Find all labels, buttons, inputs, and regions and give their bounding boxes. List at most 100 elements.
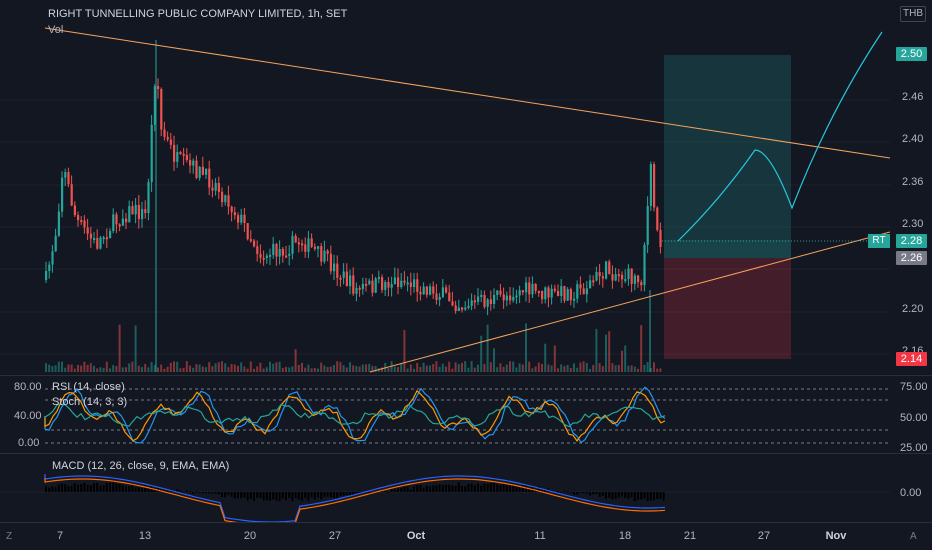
volume-bar [288, 367, 291, 372]
macd-label[interactable]: MACD (12, 26, close, 9, EMA, EMA) [52, 460, 230, 472]
macd-histogram-bar [147, 488, 150, 492]
candle [205, 168, 208, 175]
candle [633, 275, 636, 284]
candle [339, 277, 342, 280]
volume-bar [249, 361, 252, 372]
candle [57, 211, 60, 236]
volume-bar [467, 367, 470, 372]
price-chart-pane[interactable]: RIGHT TUNNELLING PUBLIC COMPANY LIMITED,… [0, 0, 890, 375]
candle [553, 288, 556, 291]
rsi-label[interactable]: RSI (14, close) [52, 381, 125, 393]
macd-histogram-bar [393, 489, 396, 492]
macd-histogram-bar [310, 492, 313, 498]
volume-bar [381, 367, 383, 372]
candle [256, 246, 259, 254]
candle [281, 248, 284, 256]
rsi-left-tick: 40.00 [14, 410, 42, 422]
candle [169, 139, 172, 145]
macd-histogram-bar [243, 492, 246, 498]
rsi-stoch-canvas[interactable] [0, 376, 890, 453]
auto-scale-corner-button[interactable]: A [910, 531, 917, 542]
candle [179, 152, 182, 155]
candle [509, 295, 512, 301]
time-tick: 7 [56, 530, 64, 542]
candle [262, 257, 265, 260]
volume-bar [525, 323, 527, 372]
symbol-title[interactable]: RIGHT TUNNELLING PUBLIC COMPANY LIMITED,… [48, 8, 348, 20]
candle [592, 280, 595, 283]
macd-histogram-bar [313, 492, 316, 500]
macd-histogram-bar [624, 492, 627, 498]
macd-histogram-bar [499, 485, 502, 492]
currency-badge[interactable]: THB [900, 6, 926, 22]
volume-bar [285, 366, 287, 372]
macd-histogram-bar [451, 485, 454, 492]
candle [342, 271, 345, 278]
macd-histogram-bar [640, 492, 643, 500]
volume-bar [86, 364, 89, 372]
volume-bar [275, 362, 278, 372]
macd-histogram-bar [125, 486, 127, 492]
volume-bar [61, 361, 63, 372]
volume-bar [131, 361, 134, 372]
macd-histogram-bar [473, 485, 476, 492]
macd-histogram-bar [185, 490, 188, 492]
volume-bar [601, 366, 604, 372]
candle [499, 290, 502, 295]
volume-bar [486, 324, 489, 372]
macd-canvas[interactable] [0, 454, 890, 522]
candle [45, 271, 48, 280]
macd-histogram-bar [358, 492, 361, 493]
macd-histogram-bar [598, 492, 601, 497]
macd-histogram-bar [237, 492, 239, 499]
candle [102, 237, 105, 240]
candle [467, 305, 470, 308]
macd-histogram-bar [515, 485, 518, 492]
macd-histogram-bar [61, 483, 63, 492]
candle [454, 305, 457, 311]
macd-histogram-bar [643, 492, 646, 499]
pane-separator[interactable] [0, 375, 932, 376]
macd-histogram-bar [86, 484, 89, 492]
candle [150, 124, 153, 183]
macd-histogram-bar [662, 492, 665, 501]
candle [224, 195, 227, 203]
volume-bar [640, 325, 643, 372]
volume-bar [550, 365, 553, 372]
price-tick: 2.46 [902, 91, 924, 103]
volume-bar [227, 367, 230, 372]
macd-histogram-bar [211, 492, 214, 494]
candle [656, 207, 659, 230]
rsi-stoch-pane[interactable]: RSI (14, close) Stoch (14, 3, 3) 80.00 4… [0, 376, 890, 453]
macd-histogram-bar [291, 492, 294, 502]
macd-histogram-bar [646, 492, 649, 502]
pane-separator[interactable] [0, 453, 932, 454]
volume-bar [307, 364, 310, 372]
candle [240, 214, 243, 223]
macd-histogram-bar [611, 492, 614, 500]
volume-bar [115, 366, 118, 372]
price-chart-canvas[interactable] [0, 0, 890, 375]
candle [333, 263, 336, 272]
macd-histogram-bar [509, 483, 511, 492]
macd-histogram-bar [195, 491, 198, 493]
macd-pane[interactable]: MACD (12, 26, close, 9, EMA, EMA) [0, 454, 890, 522]
macd-scale[interactable]: 0.00 [890, 454, 932, 522]
candle [109, 231, 112, 239]
candle [310, 238, 313, 247]
volume-bar [208, 362, 211, 372]
volume-bar [128, 363, 131, 372]
volume-bar [624, 345, 627, 372]
rsi-scale[interactable]: 75.00 50.00 25.00 [890, 376, 932, 454]
macd-histogram-bar [448, 484, 451, 492]
volume-bar [214, 363, 217, 372]
zoom-corner-button[interactable]: Z [6, 531, 13, 542]
volume-bar [656, 368, 659, 372]
stoch-label[interactable]: Stoch (14, 3, 3) [52, 396, 128, 408]
volume-bar [425, 365, 428, 372]
macd-histogram-bar [67, 485, 70, 492]
volume-bar [339, 362, 342, 372]
candle [649, 164, 652, 206]
volume-bar [259, 362, 262, 372]
candle [157, 86, 160, 90]
